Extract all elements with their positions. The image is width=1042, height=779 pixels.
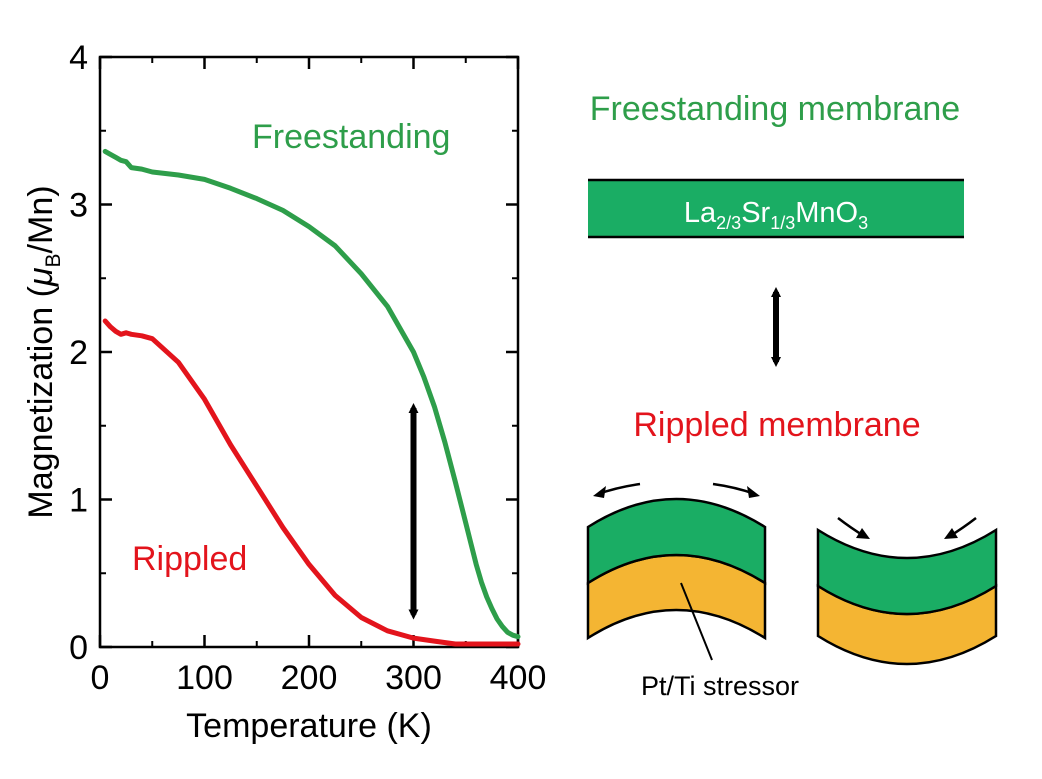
y-tick-label: 3	[69, 187, 88, 225]
stressor-callout-line	[680, 582, 713, 661]
y-tick-label: 2	[69, 334, 88, 372]
y-axis-title: Magnetization (μB/Mn)	[22, 185, 65, 518]
y-tick-label: 4	[69, 39, 88, 77]
stressor-label: Pt/Ti stressor	[641, 671, 799, 701]
y-tick-label: 0	[69, 629, 88, 667]
x-tick-label: 0	[91, 659, 110, 697]
y-tick-label: 1	[69, 482, 88, 520]
convex-right-arrowhead	[747, 486, 760, 498]
convex-ripple	[586, 482, 767, 641]
membrane-schematic: Freestanding membrane La2/3Sr1/3MnO3 Rip…	[586, 90, 998, 701]
rippled-membrane-title: Rippled membrane	[633, 406, 920, 444]
rippled-curve-label: Rippled	[132, 540, 247, 578]
convex-left-arrowhead	[593, 486, 606, 498]
x-tick-label: 200	[281, 659, 338, 697]
x-tick-label: 100	[176, 659, 233, 697]
axis-tick-labels: 0 100 200 300 400 0 1 2 3 4	[69, 39, 546, 697]
data-series	[102, 148, 521, 647]
freestanding-membrane-layer	[588, 180, 964, 237]
convex-membrane-layer	[586, 497, 767, 586]
x-tick-label: 300	[385, 659, 442, 697]
concave-left-arrowhead	[856, 528, 870, 539]
x-axis-title: Temperature (K)	[186, 707, 432, 745]
series-rippled-line	[102, 318, 521, 647]
concave-right-arrowhead	[944, 528, 958, 539]
freestanding-curve-label: Freestanding	[252, 118, 450, 156]
series-freestanding-line	[102, 148, 521, 640]
x-tick-label: 400	[490, 659, 547, 697]
formula-label: La2/3Sr1/3MnO3	[684, 197, 868, 233]
concave-ripple	[816, 517, 998, 666]
magnetization-chart: 0 100 200 300 400 0 1 2 3 4 Temperature (K) Magne…	[22, 39, 546, 745]
freestanding-membrane-title: Freestanding membrane	[590, 90, 960, 128]
concave-membrane-layer	[816, 527, 998, 616]
